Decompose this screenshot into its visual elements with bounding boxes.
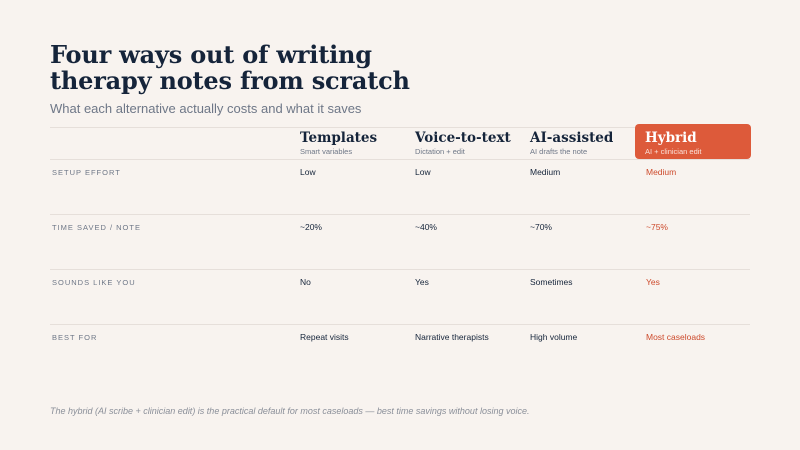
column-header-voice-to-text: Voice-to-text Dictation + edit <box>415 124 531 159</box>
row-label-sounds-like-you: SOUNDS LIKE YOU <box>52 278 136 287</box>
row-rule <box>50 324 750 325</box>
table-cell: No <box>300 277 311 287</box>
row-label-time-saved: TIME SAVED / NOTE <box>52 223 141 232</box>
column-title: Voice-to-text <box>415 130 511 146</box>
column-subtitle: AI drafts the note <box>530 147 588 156</box>
row-rule <box>50 214 750 215</box>
column-header-hybrid: Hybrid AI + clinician edit <box>635 124 751 159</box>
column-subtitle: AI + clinician edit <box>645 147 702 156</box>
column-subtitle: Smart variables <box>300 147 353 156</box>
page-subtitle: What each alternative actually costs and… <box>50 101 362 116</box>
column-title: Templates <box>300 130 378 146</box>
table-cell-highlighted: ~75% <box>646 222 668 232</box>
header-rule <box>50 159 750 160</box>
table-cell: Low <box>415 167 431 177</box>
table-cell: Yes <box>415 277 429 287</box>
row-label-setup-effort: SETUP EFFORT <box>52 168 121 177</box>
table-cell: Sometimes <box>530 277 573 287</box>
table-cell: ~20% <box>300 222 322 232</box>
table-cell-highlighted: Yes <box>646 277 660 287</box>
column-header-templates: Templates Smart variables <box>300 124 416 159</box>
column-title: AI-assisted <box>530 130 614 146</box>
table-cell: Narrative therapists <box>415 332 489 342</box>
table-cell: Low <box>300 167 316 177</box>
table-cell: ~40% <box>415 222 437 232</box>
table-cell-highlighted: Medium <box>646 167 677 177</box>
row-label-best-for: BEST FOR <box>52 333 98 342</box>
table-top-rule <box>50 127 750 128</box>
page-title: Four ways out of writing therapy notes f… <box>50 40 410 95</box>
row-rule <box>50 269 750 270</box>
footnote: The hybrid (AI scribe + clinician edit) … <box>50 406 530 416</box>
column-subtitle: Dictation + edit <box>415 147 465 156</box>
table-cell: Medium <box>530 167 561 177</box>
table-cell: Repeat visits <box>300 332 349 342</box>
table-cell: High volume <box>530 332 578 342</box>
table-cell-highlighted: Most caseloads <box>646 332 706 342</box>
column-title: Hybrid <box>645 130 697 146</box>
table-cell: ~70% <box>530 222 552 232</box>
column-header-ai-assisted: AI-assisted AI drafts the note <box>530 124 646 159</box>
